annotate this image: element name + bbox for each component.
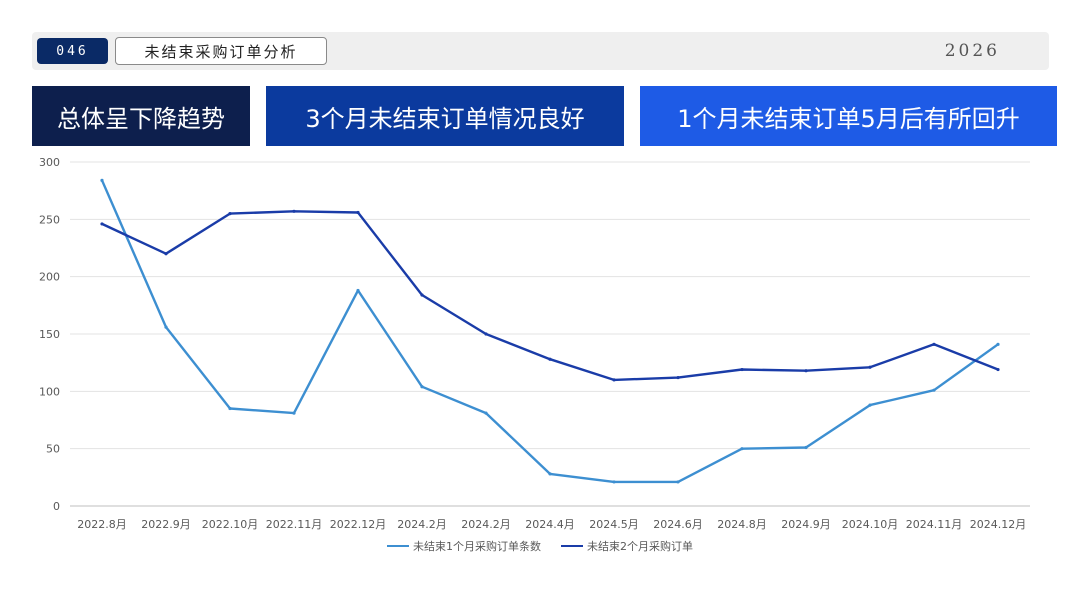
banner-1-month: 1个月未结束订单5月后有所回升 (640, 86, 1057, 146)
x-tick-label: 2024.5月 (589, 518, 639, 531)
data-point (740, 447, 744, 451)
data-point (740, 367, 744, 372)
x-tick-label: 2022.9月 (141, 518, 191, 531)
banner-3-month: 3个月未结束订单情况良好 (266, 86, 624, 146)
data-point (164, 325, 168, 329)
y-tick-label: 250 (39, 213, 60, 226)
data-point (356, 288, 360, 293)
data-point (868, 403, 872, 407)
data-point (676, 480, 680, 484)
y-tick-label: 200 (39, 271, 60, 284)
x-tick-label: 2024.6月 (653, 518, 703, 531)
y-tick-label: 100 (39, 385, 60, 398)
legend-item-series-2: 未结束2个月采购订单 (561, 538, 693, 554)
x-tick-label: 2024.10月 (842, 518, 899, 531)
chart-legend: 未结束1个月采购订单条数 未结束2个月采购订单 (0, 538, 1080, 554)
data-point (804, 445, 808, 450)
data-point (292, 209, 296, 213)
data-point (548, 472, 552, 476)
series-line-2 (100, 210, 1000, 382)
x-tick-label: 2022.8月 (77, 518, 127, 531)
x-tick-label: 2024.11月 (906, 518, 963, 531)
line-chart: 0 50 100 150 200 250 300 2022.8月 2022.9月 2022.10月… (39, 156, 1030, 531)
data-point (996, 367, 1000, 372)
data-point (612, 378, 616, 382)
x-tick-label: 2024.12月 (970, 518, 1027, 531)
data-point (484, 411, 488, 415)
legend-label-series-2: 未结束2个月采购订单 (587, 540, 693, 553)
data-point (228, 212, 232, 216)
legend-line-series-1 (387, 545, 409, 547)
x-tick-label: 2022.12月 (330, 518, 387, 531)
data-point (996, 342, 1000, 346)
data-point (100, 178, 104, 182)
data-point (292, 411, 296, 415)
page-number: 046 (37, 38, 108, 64)
x-tick-label: 2022.10月 (202, 518, 259, 531)
data-point (548, 357, 552, 361)
data-point (868, 365, 872, 369)
x-tick-label: 2024.4月 (525, 518, 575, 531)
legend-item-series-1: 未结束1个月采购订单条数 (387, 538, 541, 554)
x-tick-label: 2022.11月 (266, 518, 323, 531)
legend-label-series-1: 未结束1个月采购订单条数 (413, 540, 541, 553)
data-point (420, 385, 424, 389)
x-tick-label: 2024.2月 (397, 518, 447, 531)
x-tick-label: 2024.9月 (781, 518, 831, 531)
x-tick-label: 2024.8月 (717, 518, 767, 531)
data-point (804, 369, 808, 373)
y-tick-label: 300 (39, 156, 60, 169)
data-point (484, 332, 488, 336)
x-tick-label: 2024.2月 (461, 518, 511, 531)
data-point (164, 252, 168, 256)
data-point (100, 222, 104, 226)
legend-line-series-2 (561, 545, 583, 547)
year-label: 2026 (944, 41, 1000, 61)
y-tick-label: 50 (46, 443, 60, 456)
data-point (356, 210, 360, 215)
series-line-1 (100, 179, 1000, 484)
data-point (932, 388, 936, 392)
data-point (228, 406, 232, 411)
y-tick-label: 0 (53, 500, 60, 513)
y-tick-label: 150 (39, 328, 60, 341)
banner-overall-trend: 总体呈下降趋势 (32, 86, 250, 146)
data-point (676, 375, 680, 380)
data-point (932, 342, 936, 346)
page-title: 未结束采购订单分析 (115, 37, 327, 65)
data-point (420, 293, 424, 297)
data-point (612, 480, 616, 484)
